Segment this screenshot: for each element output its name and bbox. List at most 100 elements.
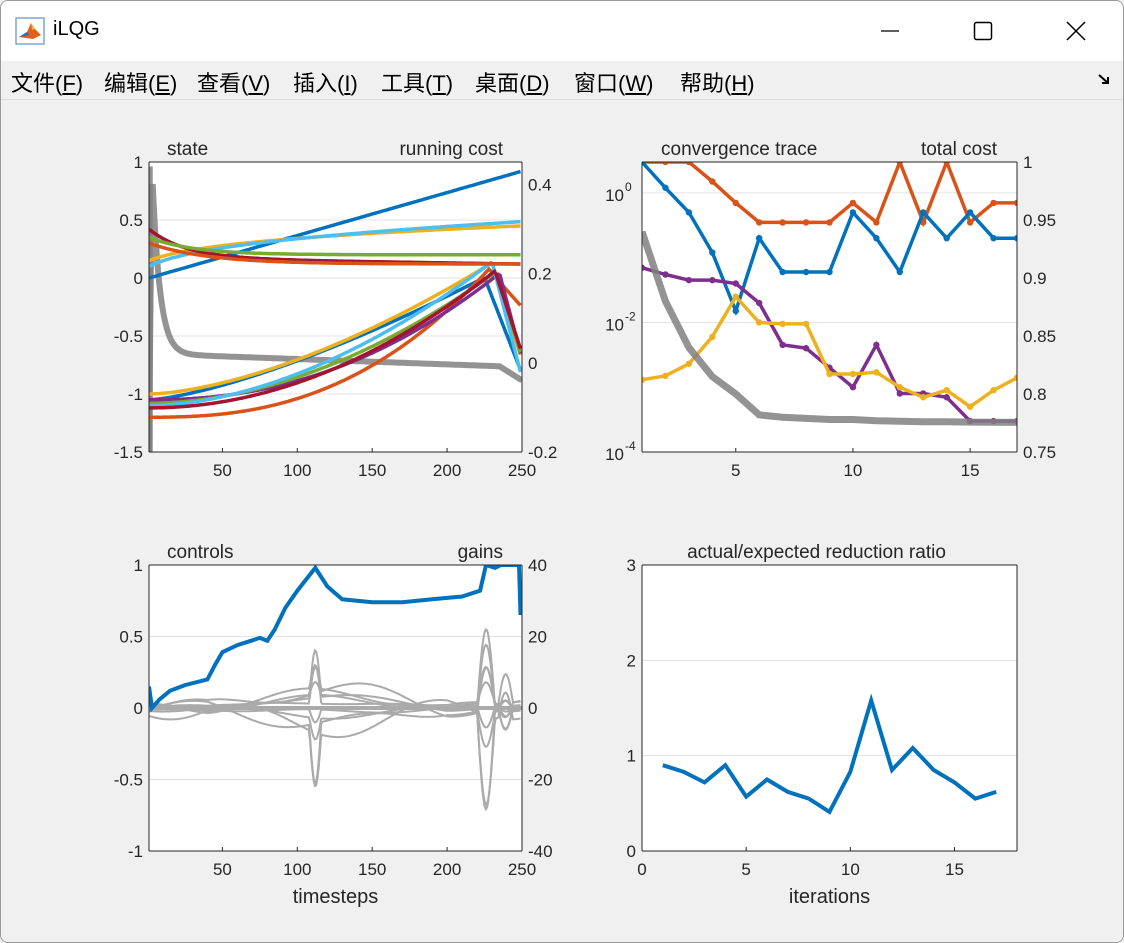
menu-edit-tail: ) xyxy=(170,71,178,96)
series-grad-norm-marker xyxy=(779,341,786,349)
gains-y2-tick-label: 20 xyxy=(528,628,547,647)
total-cost-y2-tick-label: 0.95 xyxy=(1023,211,1056,230)
menu-window[interactable]: 窗口(W) xyxy=(574,66,653,98)
series-improvement-marker xyxy=(990,386,997,394)
series-improvement-marker xyxy=(685,360,693,367)
ratio-title: actual/expected reduction ratio xyxy=(687,542,946,563)
state-y-tick-label: -1.5 xyxy=(114,443,143,462)
series-alpha-marker xyxy=(873,234,880,242)
series-alpha-marker xyxy=(896,268,904,276)
series-alpha-marker xyxy=(990,234,997,242)
controls-x-tick-label: 250 xyxy=(508,860,536,879)
ratio-y-tick-label: 1 xyxy=(627,747,636,766)
state-x-tick-label: 250 xyxy=(508,461,536,480)
state-line-12 xyxy=(149,235,521,257)
menu-tools-tail: ) xyxy=(445,71,454,96)
total-cost-y2-tick-label: 0.9 xyxy=(1023,269,1047,288)
title-bar[interactable]: iLQG xyxy=(1,1,1123,61)
state-y-tick-label: -0.5 xyxy=(114,327,143,346)
menu-desktop[interactable]: 桌面(D) xyxy=(475,66,550,98)
convergence-y-tick-exponent: -2 xyxy=(625,309,636,323)
series-improvement-marker xyxy=(873,369,880,376)
series-lambda-marker xyxy=(802,219,810,226)
series-lambda-marker xyxy=(662,162,669,166)
menu-insert-tail: ) xyxy=(350,71,358,96)
menu-view-label: 查看( xyxy=(197,71,249,96)
series-alpha-marker xyxy=(920,209,927,216)
series-grad-norm-marker xyxy=(709,276,716,284)
series-improvement-marker xyxy=(779,320,786,328)
controls-x-tick-label: 200 xyxy=(433,860,461,879)
series-improvement-marker xyxy=(896,384,904,391)
controls-x-tick-label: 50 xyxy=(213,860,232,879)
series-improvement-marker xyxy=(662,372,669,380)
state-y-tick-label: 0 xyxy=(134,269,143,288)
dock-arrow-icon[interactable] xyxy=(1097,73,1113,87)
series-lambda-marker xyxy=(732,199,739,207)
state-line-3 xyxy=(149,261,522,396)
convergence-lines xyxy=(642,162,1017,426)
menu-insert[interactable]: 插入(I) xyxy=(293,66,358,98)
controls-y-tick-label: -1 xyxy=(128,842,143,861)
menu-edit-accel: E xyxy=(155,71,171,96)
menu-file[interactable]: 文件(F) xyxy=(11,66,83,98)
controls-y-tick-label: 0 xyxy=(134,699,143,718)
series-alpha-marker xyxy=(1013,234,1017,242)
controls-y-tick-label: -0.5 xyxy=(114,771,143,790)
series-alpha-marker xyxy=(685,209,693,216)
menu-edit[interactable]: 编辑(E) xyxy=(104,66,177,98)
menu-help[interactable]: 帮助(H) xyxy=(680,66,755,98)
state-y-tick-label: 0.5 xyxy=(119,211,143,230)
state-x-tick-label: 200 xyxy=(433,461,461,480)
convergence-x-tick-label: 15 xyxy=(961,461,980,480)
menu-file-accel: F xyxy=(62,71,76,96)
series-improvement-marker xyxy=(849,370,857,378)
series-grad-norm-marker xyxy=(755,299,763,307)
series-alpha-marker xyxy=(709,249,716,256)
state-y2-tick-label: 0 xyxy=(528,354,537,373)
series-lambda-marker xyxy=(826,219,833,226)
gains-y2-tick-label: 0 xyxy=(528,699,537,718)
series-alpha-marker xyxy=(802,268,810,276)
series-lambda-marker xyxy=(685,162,693,166)
state-y2-tick-label: 0.4 xyxy=(528,175,552,194)
controls-title: controls xyxy=(167,542,234,563)
menu-view-tail: ) xyxy=(263,71,271,96)
series-alpha-marker xyxy=(755,234,763,242)
menu-view[interactable]: 查看(V) xyxy=(197,66,270,98)
menu-file-tail: ) xyxy=(75,71,84,96)
state-y2-tick-label: 0.2 xyxy=(528,265,552,284)
menu-desktop-label: 桌面( xyxy=(475,71,527,96)
minimize-button[interactable] xyxy=(843,1,937,61)
maximize-icon xyxy=(973,21,993,41)
series-grad-norm-marker xyxy=(802,345,810,352)
ratio-x-tick-label: 0 xyxy=(637,860,646,879)
close-button[interactable] xyxy=(1029,1,1123,61)
convergence-y-tick-exponent: -4 xyxy=(625,439,636,453)
gains-y2-tick-label: 40 xyxy=(528,556,547,575)
total-cost-y2-tick-label: 0.8 xyxy=(1023,385,1047,404)
convergence-y-tick-label: 10 xyxy=(605,315,624,334)
state-y2-tick-label: -0.2 xyxy=(528,443,557,462)
menu-tools[interactable]: 工具(T) xyxy=(381,66,453,98)
convergence-trace-title: convergence trace xyxy=(661,139,817,160)
menu-window-tail: ) xyxy=(646,71,654,96)
ratio-plot-background xyxy=(642,565,1017,851)
state-line-6 xyxy=(149,260,522,408)
series-improvement-marker xyxy=(943,386,950,394)
gain-line-4 xyxy=(149,672,521,812)
maximize-button[interactable] xyxy=(936,1,1030,61)
convergence-y-tick-label: 10 xyxy=(605,445,624,464)
state-line-7 xyxy=(149,268,522,410)
gains-y2-tick-label: -40 xyxy=(528,842,553,861)
series-lambda-marker xyxy=(779,219,786,226)
total-cost-title: total cost xyxy=(921,139,998,160)
series-lambda-marker xyxy=(966,219,974,226)
series-improvement-marker xyxy=(966,403,974,410)
figure-canvas: -1.5 -1 -0.5 0 0.5 1 50 100 150 200 250 -0.2 0 0.2 0.4… xyxy=(1,100,1123,942)
series-grad-norm-marker xyxy=(642,264,646,271)
convergence-y-tick-exponent: 0 xyxy=(625,180,632,194)
running-cost-title: running cost xyxy=(399,139,503,160)
ratio-x-tick-label: 5 xyxy=(741,860,750,879)
